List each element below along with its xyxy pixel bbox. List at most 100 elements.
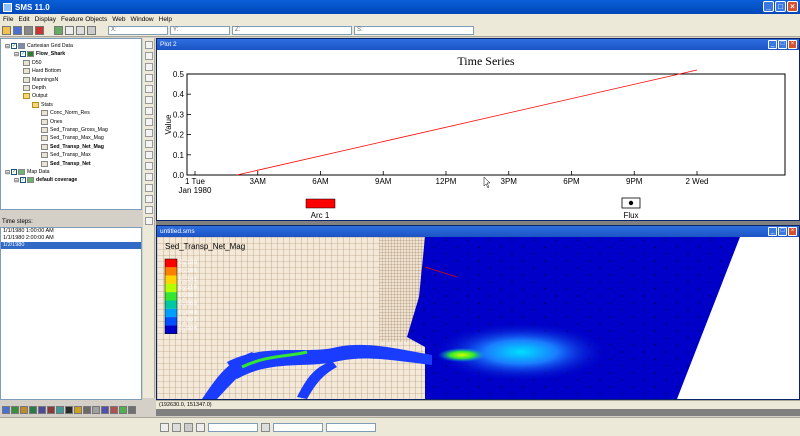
menu-web[interactable]: Web bbox=[112, 15, 126, 23]
plot-close-button[interactable]: × bbox=[788, 40, 797, 49]
menu-help[interactable]: Help bbox=[158, 15, 172, 23]
time-step-item[interactable]: 1/2/1980 bbox=[1, 242, 141, 249]
menu-file[interactable]: File bbox=[3, 15, 14, 23]
pan-tool-icon[interactable] bbox=[145, 206, 153, 214]
plot-minimize-button[interactable]: _ bbox=[768, 40, 777, 49]
delete-icon[interactable] bbox=[35, 25, 44, 35]
menu-feature-objects[interactable]: Feature Objects bbox=[61, 15, 108, 23]
x-coord-field[interactable]: X: bbox=[108, 25, 168, 35]
create-icon[interactable] bbox=[145, 52, 153, 60]
tree-item[interactable]: Sed_Transp_Max bbox=[41, 151, 91, 159]
annotation-module-icon[interactable] bbox=[65, 406, 73, 414]
minimize-button[interactable]: _ bbox=[763, 1, 774, 12]
tree-item[interactable]: Depth bbox=[23, 84, 46, 92]
grid-module-icon[interactable] bbox=[11, 406, 19, 414]
rotate-icon[interactable] bbox=[87, 25, 96, 35]
zoom-icon[interactable] bbox=[65, 25, 74, 35]
frame-icon[interactable] bbox=[54, 25, 63, 35]
select-arc-icon[interactable] bbox=[145, 151, 153, 159]
maximize-button[interactable]: □ bbox=[775, 1, 786, 12]
quadtree-module-icon[interactable] bbox=[38, 406, 46, 414]
undo-icon[interactable] bbox=[160, 422, 169, 432]
tree-item[interactable]: Sed_Transp_Net bbox=[41, 160, 91, 168]
select-polygon-icon[interactable] bbox=[145, 184, 153, 192]
visibility-checkbox[interactable]: ✓ bbox=[11, 169, 18, 175]
select-icon[interactable] bbox=[145, 41, 153, 49]
folder-icon bbox=[23, 93, 30, 100]
refresh-icon[interactable] bbox=[184, 422, 193, 432]
panel-divider[interactable] bbox=[0, 212, 142, 218]
select-node-icon[interactable] bbox=[145, 129, 153, 137]
plot-restore-button[interactable]: □ bbox=[778, 40, 787, 49]
bottom-field-2[interactable] bbox=[273, 422, 323, 432]
map-restore-button[interactable]: □ bbox=[778, 227, 787, 236]
menu-edit[interactable]: Edit bbox=[18, 15, 30, 23]
pan-icon[interactable] bbox=[76, 25, 85, 35]
tool-icon[interactable] bbox=[261, 422, 270, 432]
tree-item[interactable]: Stats bbox=[32, 101, 53, 109]
frame-icon[interactable] bbox=[145, 63, 153, 71]
tree-item[interactable]: ⊟ ✓ Map Data bbox=[5, 168, 50, 176]
scatter-module-icon[interactable] bbox=[20, 406, 28, 414]
boundary-module-icon[interactable] bbox=[119, 406, 127, 414]
tree-item[interactable]: Hard Bottom bbox=[23, 67, 61, 75]
select-column-icon[interactable] bbox=[145, 96, 153, 104]
tree-item[interactable]: Sed_Transp_Gross_Mag bbox=[41, 126, 108, 134]
menu-display[interactable]: Display bbox=[34, 15, 56, 23]
zoom-tool-icon[interactable] bbox=[145, 195, 153, 203]
tree-item[interactable]: Conc_Norm_Res bbox=[41, 109, 90, 117]
tree-item[interactable]: Output bbox=[23, 92, 48, 100]
bottom-field-1[interactable] bbox=[208, 422, 258, 432]
tree-item[interactable]: ⊟ ✓ Cartesian Grid Data bbox=[5, 42, 73, 50]
time-step-item[interactable]: 1/1/1980 1:00:00 AM bbox=[3, 228, 54, 234]
close-button[interactable]: × bbox=[787, 1, 798, 12]
create-polygon-icon[interactable] bbox=[145, 173, 153, 181]
tree-item[interactable]: D50 bbox=[23, 59, 42, 67]
uggrid-module-icon[interactable] bbox=[101, 406, 109, 414]
time-step-item[interactable]: 1/1/1980 2:00:00 AM bbox=[3, 235, 54, 241]
tin-module-icon[interactable] bbox=[110, 406, 118, 414]
visibility-checkbox[interactable]: ✓ bbox=[20, 177, 27, 184]
select-row-icon[interactable] bbox=[145, 85, 153, 93]
tree-item[interactable]: Ones bbox=[41, 118, 62, 126]
open-icon[interactable] bbox=[2, 25, 11, 35]
y-coord-field[interactable]: Y: bbox=[170, 25, 230, 35]
select-vertex-icon[interactable] bbox=[145, 162, 153, 170]
expand-icon[interactable]: ⊟ bbox=[14, 51, 20, 58]
visibility-checkbox[interactable]: ✓ bbox=[11, 43, 18, 49]
save-icon[interactable] bbox=[13, 25, 22, 35]
mesh-module-icon[interactable] bbox=[2, 406, 10, 414]
map-module-icon[interactable] bbox=[47, 406, 55, 414]
particle-module-icon[interactable] bbox=[74, 406, 82, 414]
time-steps-list[interactable]: 1/1/1980 1:00:00 AM 1/1/1980 2:00:00 AM 1/… bbox=[0, 227, 142, 400]
create-arc-icon[interactable] bbox=[145, 140, 153, 148]
raster-module-icon[interactable] bbox=[92, 406, 100, 414]
tree-item[interactable]: Sed_Transp_Max_Mag bbox=[41, 134, 104, 142]
menu-window[interactable]: Window bbox=[130, 15, 154, 23]
expand-icon[interactable]: ⊟ bbox=[5, 43, 11, 50]
redo-icon[interactable] bbox=[172, 422, 181, 432]
tree-item[interactable]: ManningsN bbox=[23, 76, 58, 84]
curvilinear-module-icon[interactable] bbox=[83, 406, 91, 414]
tree-item[interactable]: ⊟ ✓ default coverage bbox=[14, 176, 77, 184]
print-icon[interactable] bbox=[24, 25, 33, 35]
gis-module-icon[interactable] bbox=[56, 406, 64, 414]
create-node-icon[interactable] bbox=[145, 118, 153, 126]
expand-icon[interactable]: ⊟ bbox=[14, 177, 20, 184]
generic-module-icon[interactable] bbox=[128, 406, 136, 414]
select-cell-icon[interactable] bbox=[145, 74, 153, 82]
expand-icon[interactable]: ⊟ bbox=[5, 169, 11, 176]
s-coord-field[interactable]: S: bbox=[354, 25, 474, 35]
map-close-button[interactable]: × bbox=[788, 227, 797, 236]
grid-map-view[interactable] bbox=[157, 237, 799, 399]
cartesian-module-icon[interactable] bbox=[29, 406, 37, 414]
map-minimize-button[interactable]: _ bbox=[768, 227, 777, 236]
drag-icon[interactable] bbox=[145, 107, 153, 115]
draw-icon[interactable] bbox=[196, 422, 205, 432]
tree-item[interactable]: Sed_Transp_Net_Mag bbox=[41, 143, 104, 151]
rotate-tool-icon[interactable] bbox=[145, 217, 153, 225]
bottom-field-3[interactable] bbox=[326, 422, 376, 432]
visibility-checkbox[interactable]: ✓ bbox=[20, 51, 27, 58]
tree-item[interactable]: ⊟ ✓ Flow_Shark bbox=[14, 50, 65, 58]
z-coord-field[interactable]: Z: bbox=[232, 25, 352, 35]
